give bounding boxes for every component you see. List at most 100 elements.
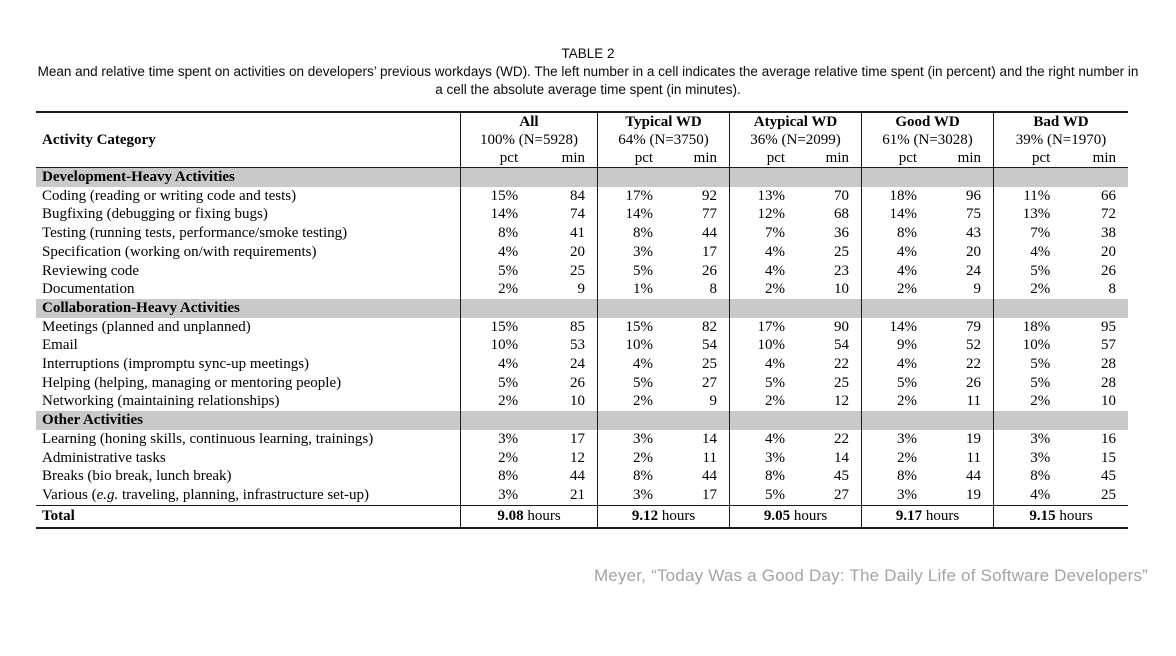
section-cell bbox=[993, 411, 1128, 430]
value-cell: 14% 79 bbox=[861, 317, 993, 337]
value-cell: 2% 9 bbox=[597, 392, 729, 412]
activity-label-part: e.g. bbox=[96, 486, 119, 503]
min-value: 57 bbox=[1101, 337, 1116, 354]
value-cell: 5% 27 bbox=[729, 485, 861, 505]
pct-value: 5% bbox=[1030, 262, 1051, 279]
pct-value: 4% bbox=[897, 262, 918, 279]
min-value: 90 bbox=[834, 318, 849, 335]
group-subcols-all: pct min bbox=[461, 149, 597, 167]
activities-table: Activity Category All 100% (N=5928) pct … bbox=[36, 111, 1128, 529]
pct-value: 3% bbox=[498, 430, 519, 447]
min-value: 14 bbox=[702, 430, 717, 447]
value-cell: 18% 96 bbox=[861, 186, 993, 206]
table-row: Various (e.g. traveling, planning, infra… bbox=[36, 485, 1128, 505]
pct-value: 4% bbox=[897, 243, 918, 260]
section-cell bbox=[597, 298, 729, 318]
value-cell: 3% 14 bbox=[729, 448, 861, 468]
pct-value: 3% bbox=[633, 430, 654, 447]
pct-value: 9% bbox=[897, 337, 918, 354]
value-cell: 3% 17 bbox=[597, 242, 729, 262]
pct-value: 3% bbox=[1030, 449, 1051, 466]
table-description: Mean and relative time spent on activiti… bbox=[37, 64, 1139, 97]
section-cell bbox=[729, 411, 861, 430]
min-header: min bbox=[693, 150, 717, 166]
min-value: 21 bbox=[570, 486, 585, 503]
table-caption: TABLE 2 Mean and relative time spent on … bbox=[0, 46, 1176, 98]
section-title: Development-Heavy Activities bbox=[36, 168, 460, 187]
min-value: 44 bbox=[702, 468, 717, 485]
total-typical-wd: 9.12 hours bbox=[597, 505, 729, 527]
pct-value: 2% bbox=[498, 281, 519, 298]
pct-value: 15% bbox=[490, 187, 519, 204]
activity-label: Networking (maintaining relationships) bbox=[42, 393, 280, 410]
min-value: 25 bbox=[702, 356, 717, 373]
min-value: 25 bbox=[1101, 486, 1116, 503]
min-value: 44 bbox=[570, 468, 585, 485]
value-cell: 3% 17 bbox=[597, 485, 729, 505]
total-unit: hours bbox=[793, 507, 828, 524]
activity-label: Administrative tasks bbox=[42, 449, 166, 466]
section-cell bbox=[861, 168, 993, 187]
table-row: Networking (maintaining relationships) 2%… bbox=[36, 392, 1128, 412]
value-cell: 4% 23 bbox=[729, 261, 861, 281]
total-unit: hours bbox=[661, 507, 696, 524]
min-value: 8 bbox=[1108, 281, 1117, 298]
value-cell: 8% 44 bbox=[460, 467, 597, 486]
min-value: 24 bbox=[570, 356, 585, 373]
section-cell bbox=[597, 411, 729, 430]
value-cell: 17% 92 bbox=[597, 186, 729, 206]
group-name-all: All bbox=[519, 114, 539, 130]
pct-value: 3% bbox=[897, 430, 918, 447]
value-cell: 3% 15 bbox=[993, 448, 1128, 468]
pct-value: 17% bbox=[757, 318, 786, 335]
value-cell: 17% 90 bbox=[729, 317, 861, 337]
total-unit: hours bbox=[527, 507, 561, 524]
min-value: 92 bbox=[702, 187, 717, 204]
min-value: 20 bbox=[1101, 243, 1116, 260]
activity-label: Various (e.g. traveling, planning, infra… bbox=[36, 486, 460, 505]
pct-header: pct bbox=[499, 150, 519, 166]
table-row: Administrative tasks 2% 12 2% 11 3% 14 2% 11 3% 15 bbox=[36, 448, 1128, 468]
min-value: 75 bbox=[966, 206, 981, 223]
value-cell: 8% 44 bbox=[597, 224, 729, 243]
min-value: 26 bbox=[966, 374, 981, 391]
pct-value: 10% bbox=[625, 337, 654, 354]
pct-value: 2% bbox=[1030, 281, 1051, 298]
pct-header: pct bbox=[898, 150, 918, 166]
table-row: Specification (working on/with requireme… bbox=[36, 242, 1128, 262]
pct-value: 17% bbox=[625, 187, 654, 204]
pct-value: 5% bbox=[1030, 374, 1051, 391]
value-cell: 10% 53 bbox=[460, 336, 597, 356]
activity-label: Meetings (planned and unplanned) bbox=[42, 318, 251, 335]
pct-value: 10% bbox=[757, 337, 786, 354]
pct-value: 14% bbox=[625, 206, 654, 223]
section-title: Other Activities bbox=[36, 411, 460, 430]
value-cell: 8% 45 bbox=[729, 467, 861, 486]
value-cell: 2% 10 bbox=[993, 392, 1128, 412]
group-subtitle-typical-wd: 64% (N=3750) bbox=[618, 132, 709, 148]
pct-value: 8% bbox=[498, 225, 519, 242]
pct-value: 18% bbox=[1022, 318, 1051, 335]
min-value: 25 bbox=[834, 374, 849, 391]
value-cell: 3% 21 bbox=[460, 485, 597, 505]
value-cell: 5% 25 bbox=[729, 373, 861, 393]
table-row: Testing (running tests, performance/smok… bbox=[36, 224, 1128, 243]
min-value: 11 bbox=[702, 449, 717, 466]
value-cell: 5% 25 bbox=[460, 261, 597, 281]
group-subtitle-all: 100% (N=5928) bbox=[479, 132, 579, 148]
pct-value: 14% bbox=[889, 318, 918, 335]
min-value: 17 bbox=[702, 243, 717, 260]
min-value: 28 bbox=[1101, 374, 1116, 391]
min-value: 44 bbox=[702, 225, 717, 242]
total-unit: hours bbox=[925, 507, 960, 524]
pct-value: 10% bbox=[490, 337, 519, 354]
pct-value: 2% bbox=[897, 393, 918, 410]
min-value: 45 bbox=[834, 468, 849, 485]
value-cell: 12% 68 bbox=[729, 205, 861, 225]
activity-label-part: Various ( bbox=[42, 486, 97, 503]
group-name-typical-wd: Typical WD bbox=[625, 114, 702, 130]
table-number: TABLE 2 bbox=[561, 46, 615, 61]
min-header: min bbox=[561, 150, 585, 166]
group-name-atypical-wd: Atypical WD bbox=[753, 114, 838, 130]
value-cell: 9% 52 bbox=[861, 336, 993, 356]
